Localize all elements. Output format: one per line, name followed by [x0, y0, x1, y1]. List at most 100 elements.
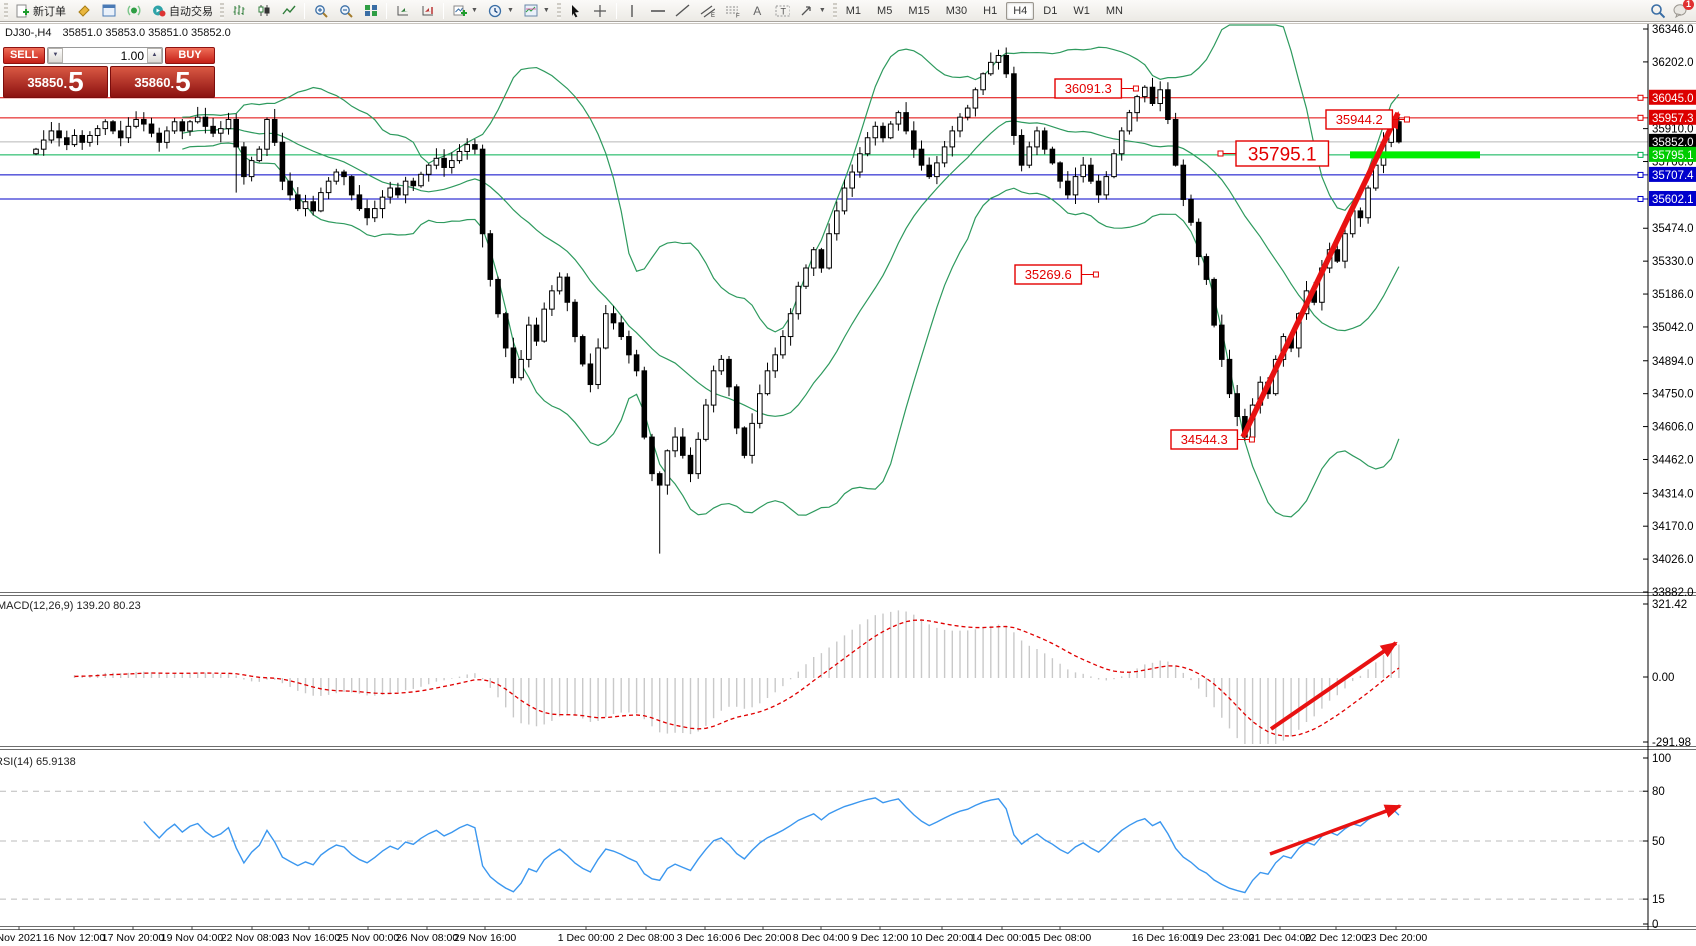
toolbar-separator — [304, 2, 305, 19]
svg-text:15: 15 — [1652, 894, 1665, 906]
symbol-period-label: DJ30-,H4 — [5, 27, 52, 39]
dropdown-arrow-icon: ▼ — [542, 7, 550, 14]
shapes-arrow-icon — [800, 3, 815, 18]
arrows-button[interactable]: ▼ — [795, 1, 831, 20]
sell-price-display[interactable]: 35850 . 5 — [3, 66, 108, 98]
toolbar-separator — [443, 2, 444, 19]
buy-price-display[interactable]: 35860 . 5 — [110, 66, 215, 98]
svg-text:14 Dec 00:00: 14 Dec 00:00 — [971, 932, 1034, 944]
highlight-zone — [1350, 151, 1480, 159]
svg-text:25 Nov 00:00: 25 Nov 00:00 — [337, 932, 400, 944]
price-annotation[interactable] — [1325, 109, 1394, 130]
timeframe-H1[interactable]: H1 — [976, 2, 1004, 20]
level-lines — [0, 94, 1648, 202]
zoom-in-button[interactable] — [308, 1, 333, 20]
svg-text:16 Nov 12:00: 16 Nov 12:00 — [43, 932, 106, 944]
svg-text:34170.0: 34170.0 — [1652, 521, 1694, 533]
fibonacci-icon: F — [725, 3, 740, 18]
signal-button[interactable] — [121, 1, 146, 20]
line-chart-icon — [281, 3, 296, 18]
svg-text:Nov 2021: Nov 2021 — [0, 932, 42, 944]
horizontal-line-button[interactable] — [645, 1, 670, 20]
candlestick-chart-icon — [256, 3, 271, 18]
cursor-button[interactable] — [563, 1, 588, 20]
chart-end-button[interactable] — [415, 1, 440, 20]
fibonacci-button[interactable]: F — [720, 1, 745, 20]
price-annotation[interactable] — [1054, 78, 1123, 99]
volume-increase-button[interactable]: ▲ — [147, 48, 162, 63]
svg-text:21 Dec 04:00: 21 Dec 04:00 — [1249, 932, 1312, 944]
svg-text:1 Dec 00:00: 1 Dec 00:00 — [558, 932, 615, 944]
trendline-button[interactable] — [670, 1, 695, 20]
vertical-line-button[interactable] — [620, 1, 645, 20]
candlestick-chart-button[interactable] — [251, 1, 276, 20]
market-watch-icon — [101, 3, 116, 18]
svg-text:36091.3: 36091.3 — [1065, 81, 1112, 96]
svg-text:35269.6: 35269.6 — [1025, 267, 1072, 282]
periods-button[interactable]: ▼ — [483, 1, 519, 20]
chart-forward-button[interactable] — [390, 1, 415, 20]
price-annotation[interactable] — [1235, 140, 1330, 167]
timeframe-D1[interactable]: D1 — [1036, 2, 1064, 20]
svg-text:36202.0: 36202.0 — [1652, 57, 1694, 69]
crosshair-button[interactable] — [588, 1, 613, 20]
indicators-button[interactable]: ▼ — [447, 1, 483, 20]
svg-text:19 Dec 23:00: 19 Dec 23:00 — [1192, 932, 1255, 944]
price-badge — [1649, 89, 1696, 105]
svg-text:22 Nov 08:00: 22 Nov 08:00 — [221, 932, 284, 944]
svg-text:-291.98: -291.98 — [1652, 737, 1691, 749]
text-button[interactable]: A — [745, 1, 770, 20]
sell-button[interactable]: SELL — [3, 47, 45, 64]
search-icon[interactable] — [1650, 3, 1665, 18]
price-badge — [1649, 166, 1696, 182]
text-label-button[interactable]: T — [770, 1, 795, 20]
zoom-in-icon — [313, 3, 328, 18]
price-annotation[interactable] — [1014, 264, 1083, 285]
svg-text:35042.0: 35042.0 — [1652, 322, 1694, 334]
price-annotation[interactable] — [1170, 429, 1239, 450]
chart-end-icon — [420, 3, 435, 18]
bar-chart-icon — [231, 3, 246, 18]
main-trend-arrow — [1240, 111, 1401, 439]
svg-text:35186.0: 35186.0 — [1652, 289, 1694, 301]
bar-chart-button[interactable] — [226, 1, 251, 20]
timeframe-H4[interactable]: H4 — [1006, 1, 1035, 20]
timeframe-M15[interactable]: M15 — [901, 2, 936, 20]
market-watch-button[interactable] — [96, 1, 121, 20]
timeframe-W1[interactable]: W1 — [1066, 2, 1097, 20]
svg-text:35330.0: 35330.0 — [1652, 256, 1694, 268]
volume-input[interactable] — [63, 48, 147, 63]
svg-text:26 Nov 08:00: 26 Nov 08:00 — [396, 932, 459, 944]
timeframe-M1[interactable]: M1 — [839, 2, 868, 20]
svg-text:16 Dec 16:00: 16 Dec 16:00 — [1132, 932, 1195, 944]
templates-button[interactable]: ▼ — [519, 1, 555, 20]
svg-text:34462.0: 34462.0 — [1652, 454, 1694, 466]
rsi-trend-arrow — [1269, 804, 1402, 856]
notifications-icon[interactable]: 1 — [1673, 0, 1694, 18]
trend-arrows — [1240, 111, 1402, 856]
volume-decrease-button[interactable]: ▼ — [48, 48, 63, 63]
zoom-out-button[interactable] — [333, 1, 358, 20]
timeframe-M30[interactable]: M30 — [939, 2, 974, 20]
new-order-label: 新订单 — [33, 5, 66, 18]
autotrading-button[interactable]: 自动交易 — [146, 1, 218, 20]
channel-button[interactable]: E — [695, 1, 720, 20]
new-order-button[interactable]: 新订单 — [10, 1, 71, 20]
svg-text:3 Dec 16:00: 3 Dec 16:00 — [677, 932, 734, 944]
timeframe-MN[interactable]: MN — [1099, 2, 1130, 20]
timeframe-M5[interactable]: M5 — [870, 2, 899, 20]
svg-text:23 Nov 16:00: 23 Nov 16:00 — [278, 932, 341, 944]
price-badge — [1649, 146, 1696, 162]
tile-windows-button[interactable] — [358, 1, 383, 20]
svg-text:22 Dec 12:00: 22 Dec 12:00 — [1305, 932, 1368, 944]
buy-button[interactable]: BUY — [165, 47, 215, 64]
toolbar-separator — [386, 2, 387, 19]
macd-trend-arrow — [1269, 641, 1398, 731]
svg-text:23 Dec 20:00: 23 Dec 20:00 — [1365, 932, 1428, 944]
svg-text:35795.1: 35795.1 — [1652, 150, 1694, 162]
price-badge — [1649, 133, 1696, 149]
svg-text:50: 50 — [1652, 836, 1665, 848]
styler-button[interactable] — [71, 1, 96, 20]
line-chart-button[interactable] — [276, 1, 301, 20]
